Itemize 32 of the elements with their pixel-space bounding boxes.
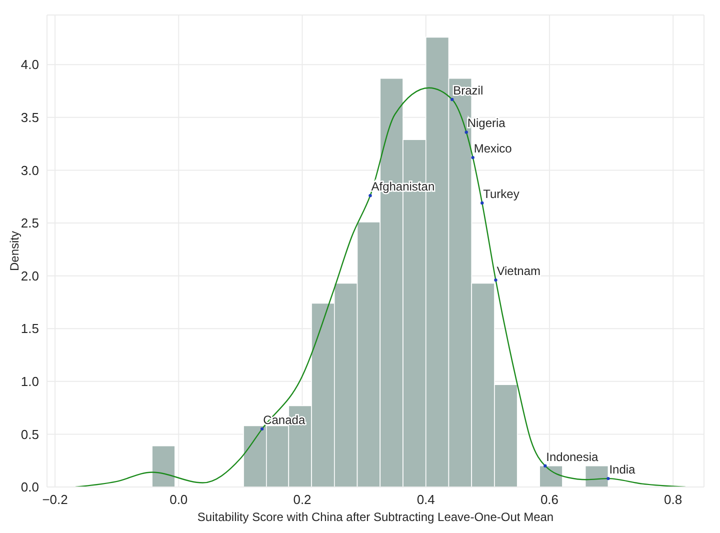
y-tick-label: 2.5 [20, 216, 39, 231]
point [471, 156, 474, 160]
x-tick-label: 0.0 [170, 492, 188, 508]
x-tick-label: 0.8 [664, 492, 682, 508]
x-tick-label: 0.4 [416, 492, 435, 508]
point [480, 201, 484, 205]
x-tick-label: −0.2 [42, 492, 68, 508]
point [544, 464, 547, 468]
annotation: Vietnam [496, 264, 541, 278]
y-tick-label: 0.0 [20, 480, 39, 495]
y-axis-title: Density [7, 230, 22, 272]
x-tick-label: 0.6 [540, 492, 559, 508]
x-axis-title: Suitability Score with China after Subtracting Leave-One-Out Mean [197, 510, 554, 524]
point [494, 278, 498, 282]
y-tick-label: 1.0 [20, 374, 39, 390]
annotation: Turkey [483, 186, 520, 201]
y-tick-label: 3.0 [20, 162, 39, 178]
point [464, 130, 468, 134]
x-tick-label: 0.2 [293, 492, 312, 508]
y-tick-label: 1.5 [20, 321, 39, 336]
annotation: India [609, 462, 636, 477]
point [368, 194, 372, 198]
y-tick-label: 0.5 [20, 426, 39, 442]
point [606, 476, 610, 480]
annotation: Indonesia [546, 450, 599, 464]
annotation: Mexico [474, 142, 512, 156]
y-tick-label: 4.0 [20, 57, 39, 72]
point [260, 427, 264, 431]
point [450, 98, 454, 102]
annotation: Nigeria [467, 116, 506, 130]
y-tick-label: 2.0 [20, 268, 39, 284]
y-tick-label: 3.5 [20, 110, 39, 126]
